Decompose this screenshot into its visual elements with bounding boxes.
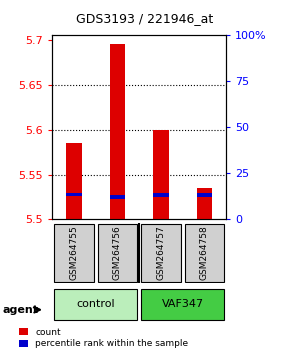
Bar xyxy=(197,193,212,197)
Text: GSM264757: GSM264757 xyxy=(156,226,166,280)
Bar xyxy=(110,195,125,199)
FancyBboxPatch shape xyxy=(185,224,224,282)
Text: control: control xyxy=(76,299,115,309)
Text: GSM264758: GSM264758 xyxy=(200,226,209,280)
FancyBboxPatch shape xyxy=(142,224,180,282)
Bar xyxy=(197,188,212,219)
Bar xyxy=(66,143,81,219)
Bar xyxy=(110,44,125,219)
Text: GSM264756: GSM264756 xyxy=(113,226,122,280)
FancyBboxPatch shape xyxy=(98,224,137,282)
FancyBboxPatch shape xyxy=(142,289,224,320)
Bar xyxy=(153,193,168,197)
Text: GSM264755: GSM264755 xyxy=(69,226,79,280)
FancyBboxPatch shape xyxy=(55,224,93,282)
Bar xyxy=(153,130,168,219)
Text: VAF347: VAF347 xyxy=(162,299,204,309)
Text: GDS3193 / 221946_at: GDS3193 / 221946_at xyxy=(76,12,214,25)
Text: agent: agent xyxy=(3,305,39,315)
FancyBboxPatch shape xyxy=(55,289,137,320)
Legend: count, percentile rank within the sample: count, percentile rank within the sample xyxy=(19,328,188,348)
Bar xyxy=(66,193,81,196)
